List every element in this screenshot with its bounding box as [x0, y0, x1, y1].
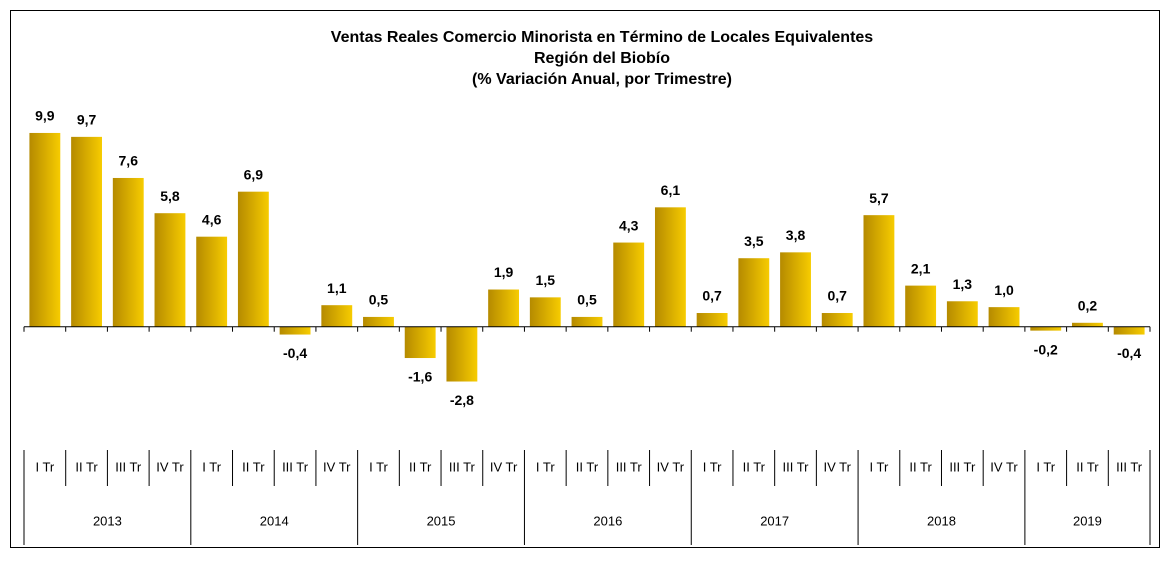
bar [488, 289, 520, 327]
bar [404, 326, 436, 359]
group-label: 2019 [1073, 513, 1102, 528]
value-label: 6,1 [661, 182, 681, 198]
value-label: -0,4 [283, 345, 307, 361]
x-tick-label: III Tr [616, 459, 643, 474]
x-tick-label: II Tr [743, 459, 766, 474]
value-label: 3,5 [744, 233, 764, 249]
chart-title: Ventas Reales Comercio Minorista en Térm… [331, 29, 874, 46]
x-tick-label: IV Tr [823, 459, 851, 474]
bar [279, 326, 311, 335]
value-label: 1,3 [953, 276, 973, 292]
x-tick-label: IV Tr [490, 459, 518, 474]
bar [446, 326, 478, 382]
bar [946, 301, 978, 327]
value-label: 0,7 [702, 288, 722, 304]
bar [154, 213, 186, 327]
x-tick-label: III Tr [1116, 459, 1143, 474]
bar [988, 307, 1020, 327]
group-label: 2013 [93, 513, 122, 528]
bar [863, 215, 895, 327]
value-label: 1,5 [536, 272, 556, 288]
x-tick-label: IV Tr [156, 459, 184, 474]
bar [1113, 326, 1145, 335]
bar [29, 132, 61, 327]
x-tick-label: III Tr [949, 459, 976, 474]
value-label: -2,8 [450, 392, 474, 408]
value-label: 0,2 [1078, 298, 1098, 314]
bar [613, 242, 645, 327]
x-tick-label: I Tr [703, 459, 722, 474]
value-label: 4,3 [619, 217, 639, 233]
x-tick-label: II Tr [1076, 459, 1099, 474]
value-label: 0,5 [369, 292, 389, 308]
bar [1072, 322, 1103, 327]
bar [529, 297, 561, 327]
x-tick-label: II Tr [909, 459, 932, 474]
value-label: -0,2 [1034, 341, 1058, 357]
value-label: 6,9 [244, 166, 264, 182]
group-label: 2018 [927, 513, 956, 528]
bar [196, 236, 228, 327]
x-tick-label: III Tr [115, 459, 142, 474]
x-tick-label: III Tr [449, 459, 476, 474]
bar [780, 252, 811, 327]
value-label: 4,6 [202, 211, 222, 227]
bar [321, 305, 353, 327]
bar [112, 177, 144, 327]
x-tick-label: I Tr [1036, 459, 1055, 474]
bar [71, 136, 102, 327]
group-label: 2014 [260, 513, 289, 528]
group-label: 2017 [760, 513, 789, 528]
bar [571, 316, 603, 327]
value-label: 1,1 [327, 280, 347, 296]
bar [738, 258, 770, 327]
x-tick-label: II Tr [75, 459, 98, 474]
value-label: -0,4 [1117, 345, 1141, 361]
value-label: 5,8 [160, 188, 180, 204]
chart-subtitle: (% Variación Anual, por Trimestre) [472, 71, 732, 88]
x-tick-label: IV Tr [657, 459, 685, 474]
group-label: 2015 [427, 513, 456, 528]
x-tick-label: II Tr [242, 459, 265, 474]
bar [905, 285, 937, 327]
value-label: 2,1 [911, 260, 931, 276]
bar [654, 207, 686, 327]
bar [821, 313, 853, 327]
chart-subtitle: Región del Biobío [534, 50, 670, 67]
value-label: 1,9 [494, 264, 514, 280]
bar [696, 313, 728, 327]
value-label: 9,9 [35, 108, 55, 124]
bar [1030, 326, 1062, 331]
value-label: 9,7 [77, 112, 97, 128]
x-tick-label: II Tr [576, 459, 599, 474]
x-tick-label: I Tr [536, 459, 555, 474]
value-label: 7,6 [119, 153, 139, 169]
x-tick-label: I Tr [202, 459, 221, 474]
group-label: 2016 [593, 513, 622, 528]
value-label: 3,8 [786, 227, 806, 243]
value-label: 0,5 [577, 292, 597, 308]
x-tick-label: I Tr [35, 459, 54, 474]
value-label: -1,6 [408, 369, 432, 385]
x-tick-label: I Tr [369, 459, 388, 474]
x-tick-label: IV Tr [990, 459, 1018, 474]
value-label: 5,7 [869, 190, 889, 206]
x-tick-label: I Tr [870, 459, 889, 474]
value-label: 1,0 [994, 282, 1014, 298]
x-tick-label: IV Tr [323, 459, 351, 474]
bar [363, 316, 394, 327]
x-tick-label: II Tr [409, 459, 432, 474]
x-tick-label: III Tr [783, 459, 810, 474]
bar [237, 191, 269, 327]
value-label: 0,7 [827, 288, 847, 304]
x-tick-label: III Tr [282, 459, 309, 474]
